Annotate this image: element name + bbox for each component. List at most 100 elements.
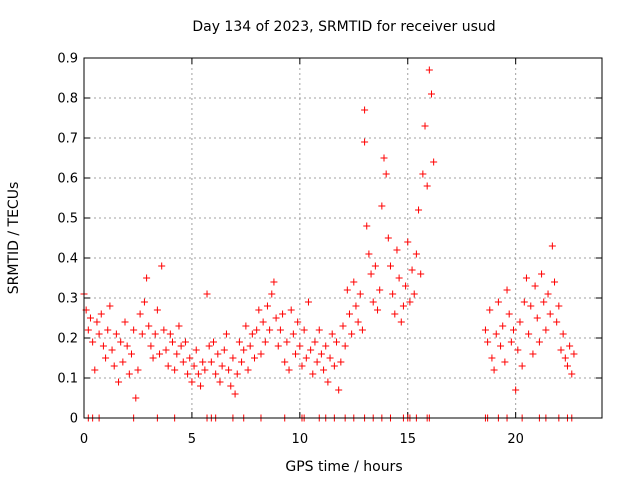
data-point [153, 306, 161, 314]
data-point [235, 338, 243, 346]
data-point [89, 338, 97, 346]
data-point [330, 362, 338, 370]
data-point [86, 314, 94, 322]
data-point [240, 346, 248, 354]
data-point [97, 310, 105, 318]
data-point [417, 270, 425, 278]
data-point [566, 342, 574, 350]
data-point [345, 310, 353, 318]
data-point [369, 298, 377, 306]
data-point [268, 290, 276, 298]
x-tick-label: 5 [188, 432, 196, 447]
x-tick-label: 10 [292, 432, 309, 447]
data-point [276, 326, 284, 334]
data-point [529, 350, 537, 358]
data-point [520, 298, 528, 306]
data-point [263, 302, 271, 310]
data-point [404, 238, 412, 246]
plot-frame [83, 57, 603, 419]
data-point [212, 370, 220, 378]
y-tick-label: 0.1 [57, 372, 78, 387]
data-point [510, 326, 518, 334]
data-point [145, 322, 153, 330]
data-point [399, 302, 407, 310]
data-point [365, 250, 373, 258]
data-point [361, 106, 369, 114]
data-point [525, 330, 533, 338]
data-point [244, 366, 252, 374]
data-point [285, 366, 293, 374]
y-tick-label: 0.5 [57, 212, 78, 227]
data-point [512, 386, 520, 394]
data-point [218, 362, 226, 370]
data-point [497, 342, 505, 350]
data-point [136, 310, 144, 318]
data-point [522, 274, 530, 282]
data-point [481, 326, 489, 334]
data-point [317, 350, 325, 358]
data-point [242, 322, 250, 330]
data-point [367, 270, 375, 278]
data-point [225, 366, 233, 374]
axis-ticks: 0 0.1 0.2 0.3 0.4 0.5 0.6 0.7 0.8 0.9 0 5 10 15 20 [57, 52, 602, 447]
data-point [205, 342, 213, 350]
data-point [99, 342, 107, 350]
data-point [281, 358, 289, 366]
y-tick-label: 0.4 [57, 252, 78, 267]
data-point [130, 326, 138, 334]
data-point [371, 262, 379, 270]
data-point [121, 318, 129, 326]
data-point [324, 378, 332, 386]
data-point [132, 394, 140, 402]
data-point [384, 234, 392, 242]
data-point [568, 370, 576, 378]
data-point [255, 306, 263, 314]
data-point [287, 306, 295, 314]
data-point [507, 338, 515, 346]
data-point [171, 366, 179, 374]
data-point [289, 330, 297, 338]
data-point [501, 358, 509, 366]
data-point [531, 282, 539, 290]
data-point [419, 170, 427, 178]
data-point [402, 282, 410, 290]
x-axis-label: GPS time / hours [285, 459, 402, 475]
data-point [168, 338, 176, 346]
data-points [80, 66, 578, 402]
data-point [296, 342, 304, 350]
data-point [538, 270, 546, 278]
data-point [220, 346, 228, 354]
data-point [300, 326, 308, 334]
data-point [412, 250, 420, 258]
data-point [378, 202, 386, 210]
data-point [104, 326, 112, 334]
data-point [134, 366, 142, 374]
y-tick-label: 0.6 [57, 172, 78, 187]
data-point [304, 298, 312, 306]
data-point [492, 330, 500, 338]
data-point [551, 278, 559, 286]
data-point [214, 350, 222, 358]
y-tick-label: 0 [70, 412, 78, 427]
data-point [337, 358, 345, 366]
data-point [186, 354, 194, 362]
data-point [298, 362, 306, 370]
data-point [335, 386, 343, 394]
data-point [173, 350, 181, 358]
data-point [248, 330, 256, 338]
data-point [112, 330, 120, 338]
data-point [194, 370, 202, 378]
data-point [127, 350, 135, 358]
data-point [503, 286, 511, 294]
data-point [266, 326, 274, 334]
data-point [363, 222, 371, 230]
data-point [261, 338, 269, 346]
data-point [201, 366, 209, 374]
data-point [102, 354, 110, 362]
data-point [110, 362, 118, 370]
data-point [410, 290, 418, 298]
data-point [393, 246, 401, 254]
data-point [149, 354, 157, 362]
data-point [391, 310, 399, 318]
data-point [257, 350, 265, 358]
